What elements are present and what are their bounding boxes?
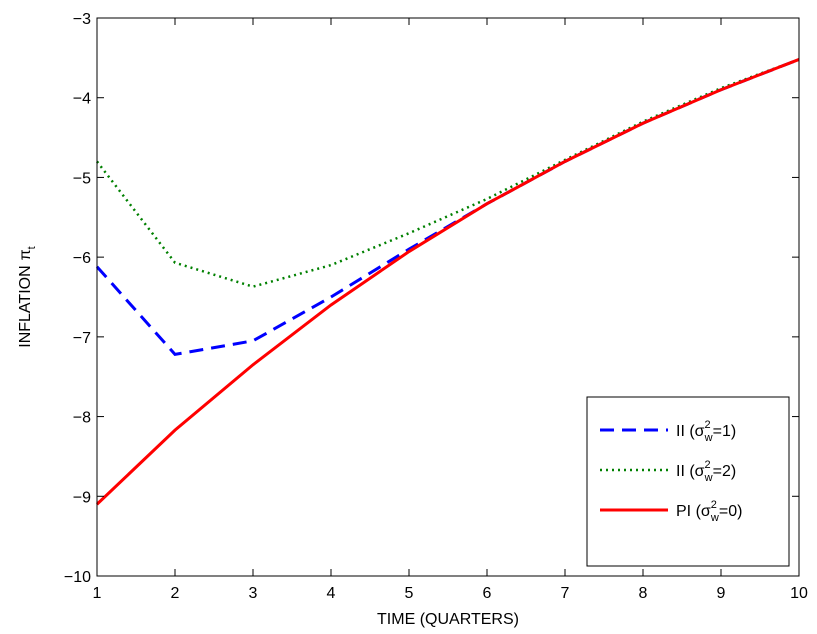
x-tick-label: 9 bbox=[717, 585, 726, 602]
plot-area: 1 2 3 4 5 6 7 8 9 10 −10 −9 −8 −7 −6 −5 −4 −3 bbox=[64, 11, 808, 602]
axes-box bbox=[96, 17, 800, 577]
legend: II (σ2 w=1) II (σ2 w=2) PI (σ2 w=0) bbox=[586, 396, 790, 567]
y-tick-label: −7 bbox=[73, 330, 91, 347]
x-tick-label: 8 bbox=[639, 585, 648, 602]
x-tick-label: 5 bbox=[405, 585, 414, 602]
y-tick-label: −5 bbox=[73, 170, 91, 187]
x-axis-label: TIME (QUARTERS) bbox=[377, 611, 519, 628]
y-tick-label: −3 bbox=[73, 11, 91, 28]
x-tick-label: 2 bbox=[171, 585, 180, 602]
x-tick-label: 4 bbox=[327, 585, 336, 602]
y-tick-label: −9 bbox=[73, 489, 91, 506]
series-line-2 bbox=[96, 58, 800, 288]
y-tick-label: −8 bbox=[73, 410, 91, 427]
y-axis-label-subscript: t bbox=[26, 246, 38, 249]
x-tick-label: 7 bbox=[561, 585, 570, 602]
legend-box bbox=[586, 396, 790, 567]
y-tick-label: −4 bbox=[73, 91, 91, 108]
y-axis-label-symbol: π bbox=[17, 249, 34, 260]
x-tick-label: 1 bbox=[93, 585, 102, 602]
x-tick-label: 10 bbox=[790, 585, 808, 602]
series-line-3 bbox=[95, 58, 800, 506]
series-line-1 bbox=[95, 58, 800, 357]
legend-label-1: II (σ2 w=1) bbox=[676, 419, 736, 444]
series-layer bbox=[95, 58, 800, 506]
x-tick-label: 3 bbox=[249, 585, 258, 602]
y-axis-label: INFLATION πt bbox=[17, 246, 38, 347]
legend-label-3: PI (σ2 w=0) bbox=[676, 499, 742, 524]
x-tick-label: 6 bbox=[483, 585, 492, 602]
y-tick-label: −10 bbox=[64, 569, 91, 586]
legend-items: II (σ2 w=1) II (σ2 w=2) PI (σ2 w=0) bbox=[600, 419, 742, 524]
ticks-layer: 1 2 3 4 5 6 7 8 9 10 −10 −9 −8 −7 −6 −5 −4 −3 bbox=[64, 11, 808, 602]
legend-label-2: II (σ2 w=2) bbox=[676, 459, 736, 484]
y-tick-label: −6 bbox=[73, 250, 91, 267]
y-axis-label-main: INFLATION bbox=[17, 265, 34, 347]
